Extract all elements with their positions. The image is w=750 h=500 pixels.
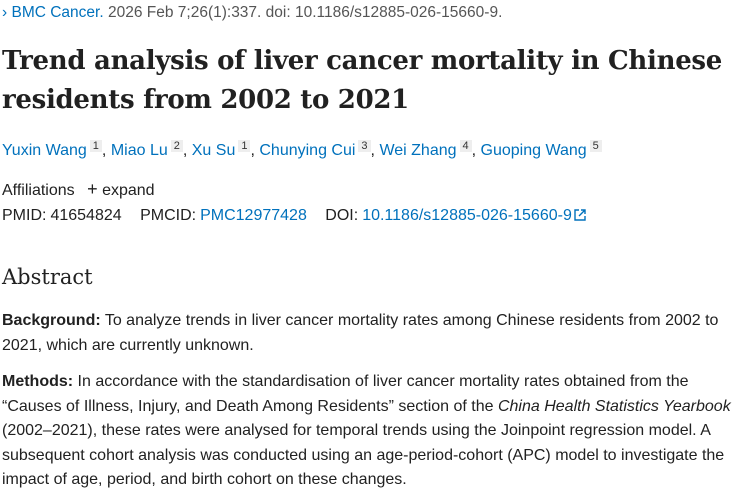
citation: › BMC Cancer. 2026 Feb 7;26(1):337. doi:… [2,4,502,22]
methods-label: Methods: [2,373,74,390]
pmid-value: 41654824 [50,207,122,224]
pmid-label: PMID: [2,207,47,224]
author-link[interactable]: Xu Su [191,142,236,159]
author-link[interactable]: Chunying Cui [259,142,356,159]
background-label: Background: [2,312,101,329]
methods-text: In accordance with the standardisation o… [2,373,689,415]
affiliation-ref[interactable]: 5 [589,140,602,152]
citation-details: 2026 Feb 7;26(1):337. doi: 10.1186/s1288… [107,4,503,21]
author-list: Yuxin Wang 1, Miao Lu 2, Xu Su 1, Chunying … [2,140,602,160]
affiliations-label: Affiliations [2,182,75,199]
journal-link[interactable]: › BMC Cancer. [2,4,104,21]
expand-affiliations-button[interactable]: + expand [87,179,155,199]
affiliations: Affiliations + expand [2,179,155,200]
chevron-right-icon: › [2,4,8,21]
author-link[interactable]: Wei Zhang [379,142,457,159]
abstract-heading: Abstract [2,265,93,289]
methods-text-cont: (2002–2021), these rates were analysed f… [2,422,725,488]
author-link[interactable]: Yuxin Wang [2,142,87,159]
article-title: Trend analysis of liver cancer mortality… [2,46,723,115]
pmcid-link[interactable]: PMC12977428 [200,207,307,224]
affiliation-ref[interactable]: 3 [358,140,371,152]
affiliation-ref[interactable]: 1 [89,140,102,152]
affiliation-ref[interactable]: 4 [459,140,472,152]
identifiers: PMID: 41654824 PMCID: PMC12977428 DOI: 10.1… [2,207,586,225]
doi-link[interactable]: 10.1186/s12885-026-15660-9 [362,207,586,224]
plus-icon: + [87,179,98,199]
external-link-icon [574,209,586,221]
abstract-methods: Methods: In accordance with the standard… [2,370,744,493]
background-text: To analyze trends in liver cancer mortal… [2,312,719,354]
pmcid-label: PMCID: [140,207,197,224]
yearbook-title: China Health Statistics Yearbook [497,397,731,415]
author-link[interactable]: Miao Lu [110,142,168,159]
affiliation-ref[interactable]: 2 [170,140,183,152]
abstract-background: Background: To analyze trends in liver c… [2,309,744,358]
author-link[interactable]: Guoping Wang [480,142,587,159]
affiliation-ref[interactable]: 1 [238,140,251,152]
doi-label: DOI: [325,207,359,224]
